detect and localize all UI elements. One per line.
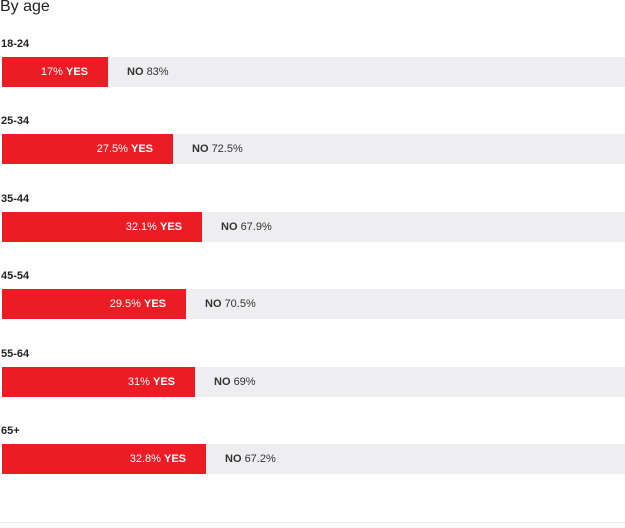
no-bar: 27.5% YES NO 72.5% (2, 134, 625, 164)
category-label: 18-24 (1, 38, 30, 50)
no-value-label: 70.5% (224, 298, 256, 310)
yes-series-label: YES (163, 453, 186, 465)
yes-bar: 27.5% YES (2, 134, 173, 164)
category-label: 55-64 (1, 348, 30, 360)
bottom-divider (0, 522, 625, 523)
no-value-label: 83% (146, 66, 169, 78)
no-value-label-group: NO 67.2% (225, 444, 276, 474)
no-bar: 29.5% YES NO 70.5% (2, 289, 625, 319)
yes-series-label: YES (143, 298, 166, 310)
yes-series-label: YES (152, 376, 175, 388)
chart-title: By age (0, 0, 50, 15)
no-series-label: NO (225, 453, 242, 465)
yes-bar: 29.5% YES (2, 289, 186, 319)
no-bar: 32.8% YES NO 67.2% (2, 444, 625, 474)
no-value-label-group: NO 72.5% (192, 134, 243, 164)
no-series-label: NO (205, 298, 222, 310)
yes-series-label: YES (159, 221, 182, 233)
yes-bar: 32.8% YES (2, 444, 206, 474)
no-series-label: NO (214, 376, 231, 388)
no-value-label: 69% (233, 376, 256, 388)
yes-value-label: 32.1% (125, 221, 157, 233)
no-value-label: 67.2% (244, 453, 276, 465)
yes-value-label: 31% (127, 376, 150, 388)
yes-bar: 32.1% YES (2, 212, 202, 242)
no-value-label-group: NO 70.5% (205, 289, 256, 319)
no-value-label-group: NO 83% (127, 57, 169, 87)
category-label: 45-54 (1, 270, 30, 282)
no-bar: 17% YES NO 83% (2, 57, 625, 87)
no-bar: 31% YES NO 69% (2, 367, 625, 397)
yes-value-label: 29.5% (109, 298, 141, 310)
yes-series-label: YES (130, 143, 153, 155)
no-series-label: NO (127, 66, 144, 78)
yes-bar: 17% YES (2, 57, 108, 87)
no-bar: 32.1% YES NO 67.9% (2, 212, 625, 242)
no-value-label: 67.9% (240, 221, 272, 233)
yes-bar: 31% YES (2, 367, 195, 397)
no-value-label-group: NO 67.9% (221, 212, 272, 242)
yes-value-label: 32.8% (129, 453, 161, 465)
category-label: 25-34 (1, 115, 30, 127)
category-label: 35-44 (1, 193, 30, 205)
yes-value-label: 17% (40, 66, 63, 78)
yes-series-label: YES (65, 66, 88, 78)
no-series-label: NO (192, 143, 209, 155)
no-value-label: 72.5% (211, 143, 243, 155)
yes-value-label: 27.5% (96, 143, 128, 155)
category-label: 65+ (1, 425, 20, 437)
no-value-label-group: NO 69% (214, 367, 256, 397)
no-series-label: NO (221, 221, 238, 233)
